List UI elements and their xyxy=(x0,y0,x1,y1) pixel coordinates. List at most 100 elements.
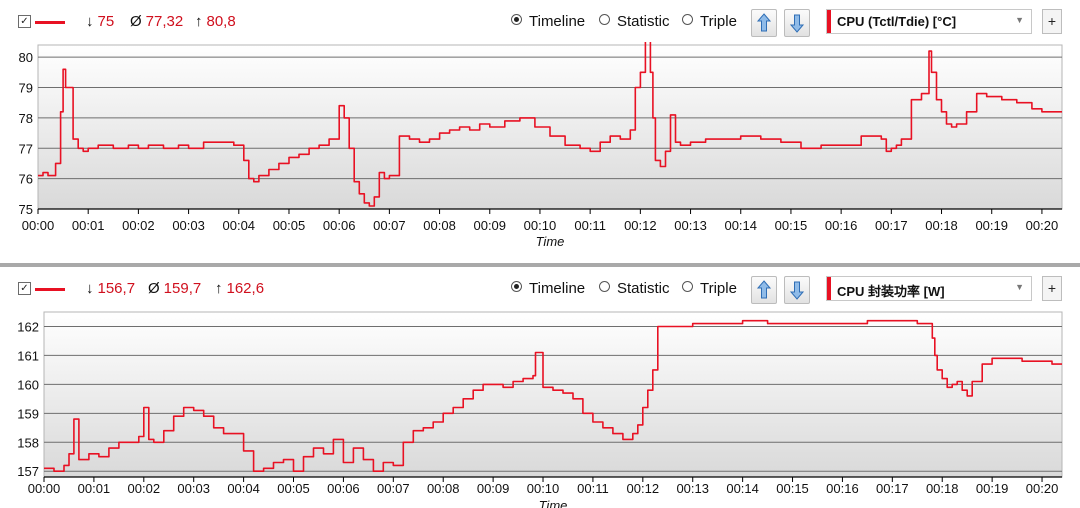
x-tick-label: 00:16 xyxy=(826,481,859,496)
line-chart-cpu-package-power: 157 158 159 160 161 162 00:00 00:01 00:02 00:03 00… xyxy=(17,311,1063,508)
x-tick-label: 00:11 xyxy=(577,481,609,496)
add-chart-button[interactable]: + xyxy=(1042,9,1062,34)
avg-stat: Ø 159,7 xyxy=(148,280,201,297)
radio-unselected-icon xyxy=(682,281,693,292)
x-tick-label: 00:05 xyxy=(273,218,306,233)
sensor-select[interactable]: CPU 封装功率 [W] ▼ xyxy=(826,276,1032,301)
x-tick-label: 00:06 xyxy=(327,481,360,496)
min-value: 156,7 xyxy=(97,280,136,297)
arrow-down-icon xyxy=(789,14,805,33)
radio-selected-icon xyxy=(511,14,522,25)
x-tick-label: 00:04 xyxy=(223,218,256,233)
max-value: 80,8 xyxy=(206,13,236,30)
y-tick-label: 162 xyxy=(17,319,39,334)
panel-toolbar: ✓ ↓ 156,7 Ø 159,7 ↑ 162,6 Timeline Statisti… xyxy=(0,267,1080,309)
radio-statistic[interactable]: Statistic xyxy=(599,13,670,30)
x-tick-label: 00:19 xyxy=(976,481,1009,496)
y-tick-label: 160 xyxy=(17,377,39,392)
sensor-color-bar xyxy=(827,10,831,33)
series-line xyxy=(44,319,1062,472)
arrow-down-icon xyxy=(789,281,805,300)
y-tick-label: 157 xyxy=(17,464,39,479)
radio-label: Statistic xyxy=(617,280,670,297)
series-visibility-checkbox[interactable]: ✓ xyxy=(18,282,31,295)
x-tick-label: 00:03 xyxy=(172,218,205,233)
radio-label: Timeline xyxy=(529,13,586,30)
arrow-up-icon xyxy=(756,280,772,299)
x-tick-label: 00:04 xyxy=(227,481,260,496)
x-tick-label: 00:08 xyxy=(427,481,460,496)
radio-label: Timeline xyxy=(529,280,586,297)
panel-toolbar: ✓ ↓ 75 Ø 77,32 ↑ 80,8 Timeline Statistic Tr… xyxy=(0,0,1080,42)
x-tick-label: 00:17 xyxy=(876,481,909,496)
series-color-swatch xyxy=(35,21,65,24)
min-value: 75 xyxy=(97,13,115,30)
x-tick-label: 00:05 xyxy=(277,481,310,496)
move-up-button[interactable] xyxy=(751,276,777,304)
max-stat: ↑ 162,6 xyxy=(215,280,264,297)
y-tick-label: 158 xyxy=(17,435,39,450)
x-axis-label: Time xyxy=(539,498,568,508)
radio-timeline[interactable]: Timeline xyxy=(511,13,585,30)
x-tick-label: 00:20 xyxy=(1026,218,1059,233)
x-tick-label: 00:16 xyxy=(825,218,858,233)
average-symbol-icon: Ø xyxy=(130,13,142,30)
x-tick-label: 00:15 xyxy=(776,481,809,496)
x-tick-label: 00:14 xyxy=(724,218,757,233)
move-down-button[interactable] xyxy=(784,276,810,304)
y-tick-label: 76 xyxy=(19,172,33,187)
y-tick-label: 79 xyxy=(19,81,33,96)
radio-timeline[interactable]: Timeline xyxy=(511,280,585,297)
series-visibility-checkbox[interactable]: ✓ xyxy=(18,15,31,28)
x-tick-label: 00:09 xyxy=(477,481,510,496)
move-down-button[interactable] xyxy=(784,9,810,37)
max-arrow-icon: ↑ xyxy=(195,13,203,30)
radio-label: Triple xyxy=(700,13,737,30)
sensor-select-value: CPU (Tctl/Tdie) [°C] xyxy=(837,14,957,29)
max-stat: ↑ 80,8 xyxy=(195,13,236,30)
series-color-swatch xyxy=(35,288,65,291)
chart-panel-cpu-temperature: ✓ ↓ 75 Ø 77,32 ↑ 80,8 Timeline Statistic Tr… xyxy=(0,0,1080,249)
arrow-up-icon xyxy=(756,13,772,32)
x-tick-label: 00:08 xyxy=(423,218,456,233)
x-tick-label: 00:10 xyxy=(524,218,557,233)
y-tick-label: 159 xyxy=(17,406,39,421)
panel-divider[interactable] xyxy=(0,263,1080,267)
min-stat: ↓ 156,7 xyxy=(86,280,135,297)
chevron-down-icon: ▼ xyxy=(1015,282,1024,292)
avg-value: 159,7 xyxy=(163,280,202,297)
chevron-down-icon: ▼ xyxy=(1015,15,1024,25)
x-tick-label: 00:17 xyxy=(875,218,908,233)
add-chart-button[interactable]: + xyxy=(1042,276,1062,301)
sensor-select-value: CPU 封装功率 [W] xyxy=(837,284,945,299)
y-tick-label: 75 xyxy=(19,202,33,217)
x-tick-label: 00:00 xyxy=(22,218,55,233)
sensor-select[interactable]: CPU (Tctl/Tdie) [°C] ▼ xyxy=(826,9,1032,34)
y-tick-label: 77 xyxy=(19,141,33,156)
x-tick-label: 00:01 xyxy=(72,218,105,233)
radio-statistic[interactable]: Statistic xyxy=(599,280,670,297)
radio-triple[interactable]: Triple xyxy=(682,13,737,30)
avg-stat: Ø 77,32 xyxy=(130,13,183,30)
x-tick-label: 00:07 xyxy=(373,218,406,233)
x-axis-label: Time xyxy=(536,234,565,249)
x-tick-label: 00:12 xyxy=(627,481,660,496)
radio-triple[interactable]: Triple xyxy=(682,280,737,297)
x-tick-label: 00:06 xyxy=(323,218,356,233)
x-tick-label: 00:01 xyxy=(78,481,111,496)
x-tick-label: 00:19 xyxy=(975,218,1008,233)
max-value: 162,6 xyxy=(226,280,265,297)
x-tick-label: 00:03 xyxy=(177,481,210,496)
move-up-button[interactable] xyxy=(751,9,777,37)
x-tick-label: 00:12 xyxy=(624,218,657,233)
min-stat: ↓ 75 xyxy=(86,13,114,30)
series-line xyxy=(38,42,1062,207)
radio-label: Triple xyxy=(700,280,737,297)
x-tick-label: 00:13 xyxy=(676,481,709,496)
x-tick-label: 00:14 xyxy=(726,481,759,496)
radio-label: Statistic xyxy=(617,13,670,30)
x-tick-label: 00:02 xyxy=(128,481,161,496)
x-tick-label: 00:18 xyxy=(925,218,958,233)
x-tick-label: 00:13 xyxy=(674,218,707,233)
plot-area xyxy=(43,311,1063,478)
